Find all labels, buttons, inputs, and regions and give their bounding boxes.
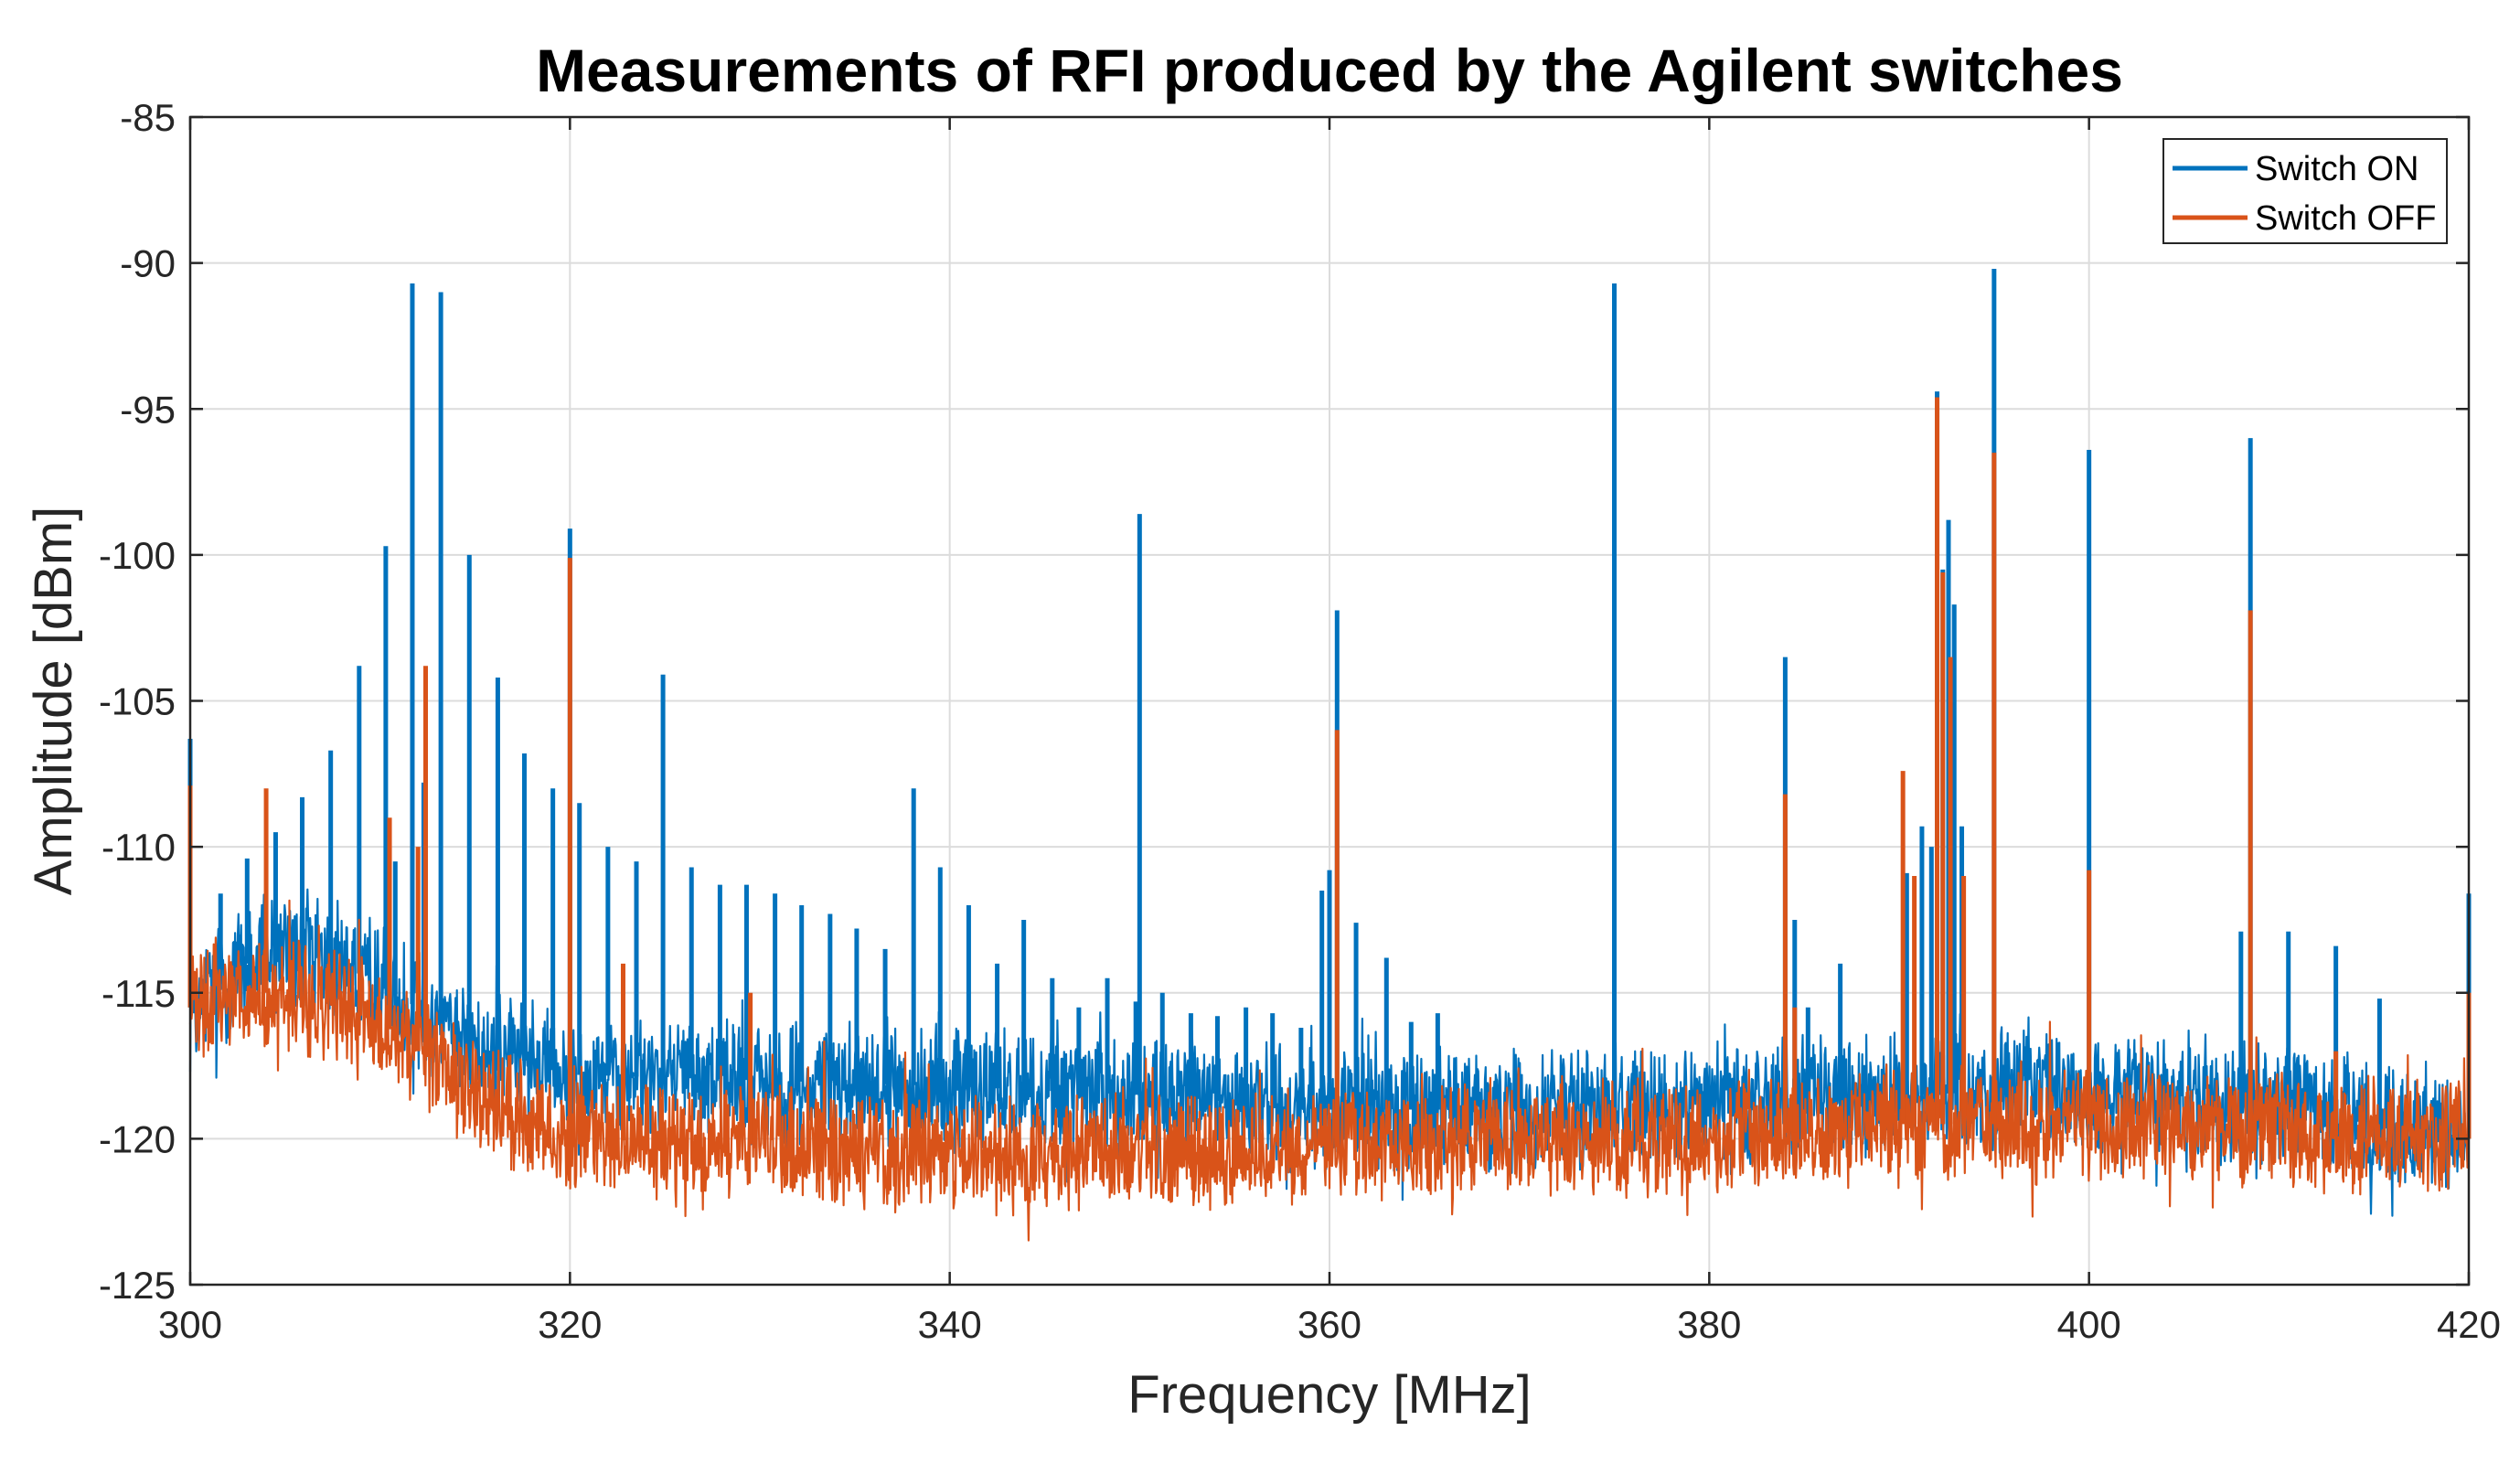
legend-entry-label: Switch ON xyxy=(2255,150,2419,188)
series-noise-trace xyxy=(188,899,2471,1242)
y-axis-label: Amplitude [dBm] xyxy=(24,507,83,896)
x-tick-label: 400 xyxy=(2057,1303,2121,1346)
y-tick-label: -105 xyxy=(99,680,176,723)
y-tick-label: -85 xyxy=(120,96,176,139)
legend: Switch ON Switch OFF xyxy=(2162,138,2448,244)
x-tick-label: 360 xyxy=(1297,1303,1361,1346)
y-tick-label: -120 xyxy=(99,1117,176,1160)
x-tick-label: 380 xyxy=(1677,1303,1741,1346)
x-tick-label: 420 xyxy=(2437,1303,2501,1346)
y-axis-ticks: -125 -120 -115 -110 -105 -100 -95 -90 -85 xyxy=(99,96,2469,1307)
legend-entry-label: Switch OFF xyxy=(2255,199,2436,238)
x-tick-label: 300 xyxy=(158,1303,222,1346)
x-tick-label: 340 xyxy=(918,1303,982,1346)
y-tick-label: -95 xyxy=(120,388,176,431)
x-axis-ticks: 300 320 340 360 380 400 420 xyxy=(158,117,2501,1346)
legend-box xyxy=(2162,138,2448,244)
y-tick-label: -90 xyxy=(120,242,176,285)
chart-title: Measurements of RFI produced by the Agil… xyxy=(536,37,2123,104)
y-tick-label: -125 xyxy=(99,1264,176,1307)
x-tick-label: 320 xyxy=(538,1303,602,1346)
x-axis-label: Frequency [MHz] xyxy=(1127,1365,1532,1425)
y-tick-label: -115 xyxy=(101,972,176,1015)
y-tick-label: -100 xyxy=(99,534,176,577)
y-tick-label: -110 xyxy=(101,826,176,869)
